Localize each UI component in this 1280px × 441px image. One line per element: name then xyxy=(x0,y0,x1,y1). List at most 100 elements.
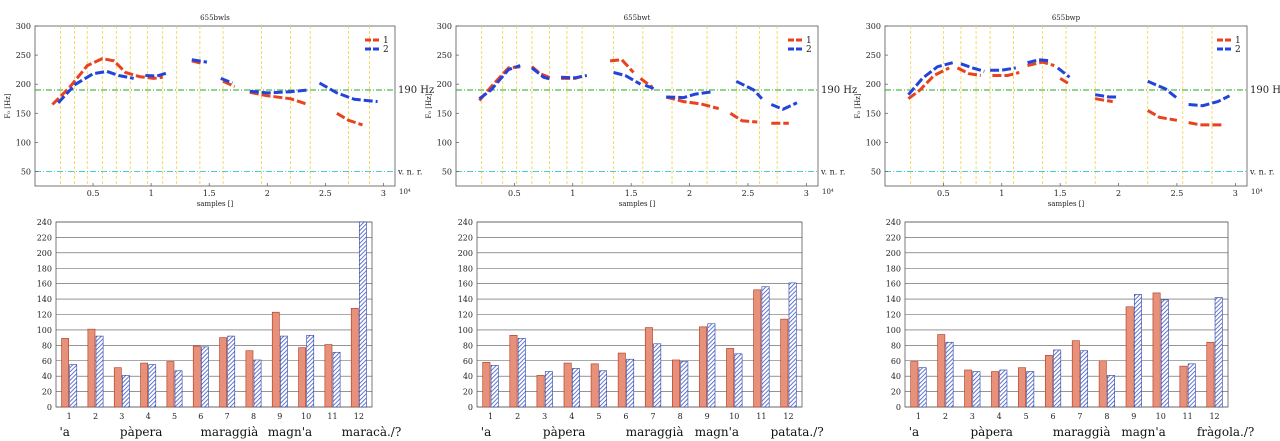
bar-series-2 xyxy=(280,335,288,408)
bar-series-1 xyxy=(964,369,973,408)
x-tick-label: 1.5 xyxy=(1054,189,1067,198)
series-2-line xyxy=(1027,58,1051,65)
series-1-line xyxy=(1027,60,1055,68)
series-2-line xyxy=(960,62,985,73)
word-label: 'a xyxy=(59,425,69,439)
series-1-line xyxy=(336,112,363,127)
y-tick-label: 0 xyxy=(47,403,52,412)
series-1-line xyxy=(51,57,163,106)
x-tick-label: 3 xyxy=(542,412,547,421)
y-tick-label: 0 xyxy=(468,403,473,412)
bar-series-1 xyxy=(699,326,708,408)
x-tick-label: 1 xyxy=(570,189,575,198)
x-tick-label: 3 xyxy=(381,189,386,198)
series-2-line xyxy=(770,101,798,111)
bar-series-1 xyxy=(991,371,1000,408)
x-exponent-label: 10⁴ xyxy=(1251,188,1263,196)
bar-series-1 xyxy=(1044,355,1053,408)
bar-series-2 xyxy=(626,358,635,408)
bar-series-2 xyxy=(972,371,981,408)
x-tick-label: 1.5 xyxy=(625,189,638,198)
series-1-line xyxy=(907,66,950,100)
y-tick-label: 20 xyxy=(463,388,473,397)
y-tick-label: 100 xyxy=(37,326,52,335)
chart-title: 655bwp xyxy=(1052,14,1081,22)
series-2-line xyxy=(907,61,954,96)
x-tick-label: 5 xyxy=(1024,412,1029,421)
bar-series-1 xyxy=(482,361,491,408)
bar-series-1 xyxy=(350,308,359,408)
word-label: patata./? xyxy=(771,425,824,439)
y-tick-label: 50 xyxy=(871,167,881,176)
y-tick-label: 100 xyxy=(16,138,31,147)
x-tick-label: 10 xyxy=(1156,412,1166,421)
series-2-line xyxy=(613,71,642,86)
bar-series-2 xyxy=(95,335,104,408)
series-1-line xyxy=(956,66,982,77)
y-tick-label: 100 xyxy=(437,138,452,147)
f0-chart-3: 190 Hz v. n. r. 50 100 150 200 250 300 0.5 1 1.5 2 2… xyxy=(854,14,1280,208)
y-tick-label: 140 xyxy=(458,295,473,304)
bar-series-2 xyxy=(653,343,662,408)
y-tick-label: 20 xyxy=(42,388,52,397)
y-tick-label: 220 xyxy=(458,233,473,242)
y-tick-label: 200 xyxy=(37,249,52,258)
x-tick-label: 2 xyxy=(515,412,520,421)
x-tick-label: 6 xyxy=(1050,412,1055,421)
bar-series-1 xyxy=(245,350,254,408)
f0-chart-1: 190 Hz v. n. r. 50 100 150 200 250 300 0.5 1 1.5 2 2… xyxy=(4,14,434,208)
y-tick-label: 120 xyxy=(886,311,901,320)
bar-series-1 xyxy=(61,338,69,408)
bar-series-1 xyxy=(1098,360,1107,408)
y-tick-label: 50 xyxy=(21,167,31,176)
y-tick-label: 140 xyxy=(886,295,901,304)
bar-series-1 xyxy=(617,352,626,408)
x-tick-label: 2 xyxy=(943,412,948,421)
y-tick-label: 180 xyxy=(37,264,52,273)
word-label: pàpera xyxy=(120,425,163,439)
bar-series-2 xyxy=(918,367,927,408)
y-tick-label: 40 xyxy=(463,372,473,381)
bar-series-1 xyxy=(298,347,306,408)
series-2-line xyxy=(644,83,656,91)
x-tick-label: 1 xyxy=(488,412,493,421)
y-tick-label: 100 xyxy=(866,138,881,147)
series-1-line xyxy=(222,79,236,88)
x-tick-label: 3 xyxy=(804,189,809,198)
bar-series-1 xyxy=(1018,367,1026,408)
x-tick-label: 0.5 xyxy=(87,189,100,198)
x-tick-label: 2.5 xyxy=(742,189,755,198)
bar-series-2 xyxy=(1214,297,1223,408)
x-tick-label: 2.5 xyxy=(319,189,332,198)
x-tick-label: 6 xyxy=(198,412,203,421)
bar-series-1 xyxy=(590,363,599,408)
y-tick-label: 240 xyxy=(458,218,473,227)
bar-series-2 xyxy=(599,370,607,408)
chart-title: 655bwls xyxy=(200,14,230,22)
plot-frame xyxy=(34,25,396,187)
series-2-line xyxy=(990,66,1017,72)
bar-series-2 xyxy=(1080,350,1089,408)
bar-series-1 xyxy=(1152,292,1161,408)
x-tick-label: 11 xyxy=(327,412,337,421)
x-tick-label: 1 xyxy=(916,412,921,421)
x-tick-label: 8 xyxy=(251,412,256,421)
x-tick-label: 4 xyxy=(569,412,574,421)
series-1-line xyxy=(609,58,635,74)
x-axis-label: samples [] xyxy=(197,200,234,208)
y-tick-label: 160 xyxy=(37,280,52,289)
series-2-line xyxy=(478,64,521,100)
y-axis-label: F₀ [Hz] xyxy=(4,93,12,118)
bar-series-1 xyxy=(140,362,148,408)
series-2-line xyxy=(57,69,134,104)
bar-series-2 xyxy=(332,351,341,408)
y-tick-label: 140 xyxy=(37,295,52,304)
x-tick-label: 3 xyxy=(1233,189,1238,198)
bar-series-1 xyxy=(753,289,762,408)
bar-series-2 xyxy=(148,364,157,408)
x-tick-label: 3 xyxy=(119,412,124,421)
